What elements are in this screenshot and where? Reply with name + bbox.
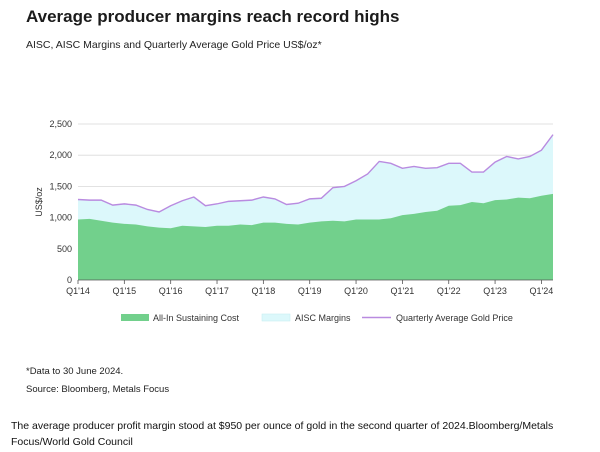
y-tick-label: 500 [57, 244, 72, 254]
y-tick-label: 0 [67, 275, 72, 285]
legend-swatch-aisc [121, 314, 149, 321]
y-tick-label: 2,500 [49, 119, 72, 129]
all-in-sustaining-cost-area [78, 193, 553, 280]
y-tick-label: 2,000 [49, 150, 72, 160]
footnote: *Data to 30 June 2024. [26, 366, 124, 377]
x-tick-label: Q1'23 [483, 286, 507, 296]
legend-swatch-margins [261, 313, 291, 322]
x-tick-label: Q1'22 [437, 286, 461, 296]
x-tick-label: Q1'16 [159, 286, 183, 296]
source: Source: Bloomberg, Metals Focus [26, 384, 170, 395]
x-tick-label: Q1'24 [530, 286, 554, 296]
chart-subtitle: AISC, AISC Margins and Quarterly Average… [26, 39, 322, 51]
y-axis-label: US$/oz [34, 187, 44, 217]
x-tick-label: Q1'19 [298, 286, 322, 296]
x-tick-label: Q1'15 [112, 286, 136, 296]
gold-price-line [77, 134, 554, 213]
chart-title: Average producer margins reach record hi… [26, 7, 400, 26]
legend-label-gold-price: Quarterly Average Gold Price [396, 313, 513, 323]
x-axis: Q1'14 Q1'15 Q1'16 Q1'17 Q1'18 Q1'19 Q1'20 Q1'21… [66, 280, 553, 296]
x-tick-label: Q1'17 [205, 286, 229, 296]
x-tick-label: Q1'18 [251, 286, 275, 296]
legend-label-aisc: All-In Sustaining Cost [153, 313, 240, 323]
y-tick-label: 1,500 [49, 181, 72, 191]
x-tick-label: Q1'20 [344, 286, 368, 296]
x-tick-label: Q1'14 [66, 286, 90, 296]
y-axis: 0 500 1,000 1,500 2,000 2,500 [49, 119, 72, 285]
legend-label-margins: AISC Margins [295, 313, 351, 323]
chart-card: Average producer margins reach record hi… [8, 0, 592, 408]
legend: All-In Sustaining Cost AISC Margins Quar… [121, 313, 513, 323]
y-tick-label: 1,000 [49, 213, 72, 223]
x-tick-label: Q1'21 [391, 286, 415, 296]
caption: The average producer profit margin stood… [11, 420, 554, 448]
